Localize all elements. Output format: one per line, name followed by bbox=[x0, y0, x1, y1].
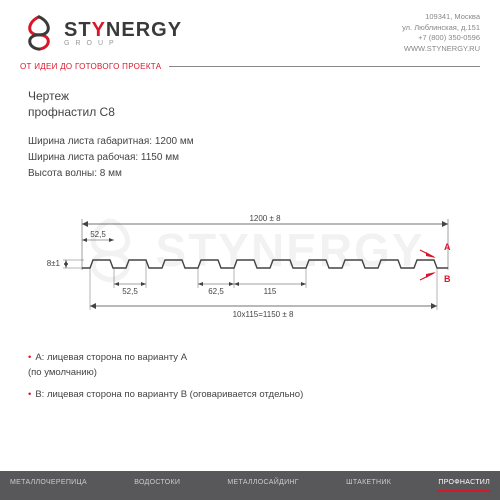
dim-top: 1200 ± 8 bbox=[249, 214, 281, 223]
footer-item-1[interactable]: ВОДОСТОКИ bbox=[134, 479, 180, 492]
contact-address: ул. Люблинская, д.151 bbox=[402, 23, 480, 34]
contact-block: 109341, Москва ул. Люблинская, д.151 +7 … bbox=[402, 12, 480, 54]
horizontal-rule bbox=[169, 66, 480, 67]
footer-item-3[interactable]: ШТАКЕТНИК bbox=[346, 479, 391, 492]
notes: •A: лицевая сторона по варианту A (по ум… bbox=[28, 350, 472, 402]
dim-62: 62,5 bbox=[208, 287, 224, 296]
footer-item-0[interactable]: МЕТАЛЛОЧЕРЕПИЦА bbox=[10, 479, 87, 492]
divider: ОТ ИДЕИ ДО ГОТОВОГО ПРОЕКТА bbox=[0, 62, 500, 71]
footer-item-2[interactable]: МЕТАЛЛОСАЙДИНГ bbox=[227, 479, 298, 492]
note-b: •B: лицевая сторона по варианту B (огова… bbox=[28, 387, 472, 402]
contact-phone: +7 (800) 350-0596 bbox=[402, 33, 480, 44]
footer-item-4[interactable]: ПРОФНАСТИЛ bbox=[438, 479, 490, 492]
contact-url: WWW.STYNERGY.RU bbox=[402, 44, 480, 55]
note-a2: (по умолчанию) bbox=[28, 365, 472, 380]
dim-bottom: 10x115=1150 ± 8 bbox=[233, 310, 294, 319]
dim-52-top: 52,5 bbox=[90, 230, 106, 239]
title-line2: профнастил С8 bbox=[28, 105, 472, 121]
swirl-icon bbox=[20, 14, 58, 52]
label-b: B bbox=[444, 274, 451, 284]
dim-52-bot: 52,5 bbox=[122, 287, 138, 296]
spec-list: Ширина листа габаритная: 1200 мм Ширина … bbox=[28, 134, 472, 182]
spec-width-overall: Ширина листа габаритная: 1200 мм bbox=[28, 134, 472, 150]
spec-wave-height: Высота волны: 8 мм bbox=[28, 166, 472, 182]
logo: STYNERGY GROUP bbox=[20, 12, 182, 54]
contact-city: 109341, Москва bbox=[402, 12, 480, 23]
header: STYNERGY GROUP 109341, Москва ул. Люблин… bbox=[0, 0, 500, 60]
dim-height: 8±1 bbox=[47, 259, 61, 268]
brand-name: STYNERGY bbox=[64, 19, 182, 42]
spec-width-working: Ширина листа рабочая: 1150 мм bbox=[28, 150, 472, 166]
drawing-title: Чертеж профнастил С8 bbox=[28, 89, 472, 120]
profile-path bbox=[82, 260, 448, 268]
note-a: •A: лицевая сторона по варианту A bbox=[28, 350, 472, 365]
profile-drawing: 1200 ± 8 52,5 8±1 52,5 62,5 bbox=[28, 210, 472, 320]
brand-group: GROUP bbox=[64, 40, 182, 47]
title-line1: Чертеж bbox=[28, 89, 472, 105]
dim-115: 115 bbox=[264, 287, 277, 296]
tagline: ОТ ИДЕИ ДО ГОТОВОГО ПРОЕКТА bbox=[20, 62, 161, 71]
footer-nav: МЕТАЛЛОЧЕРЕПИЦА ВОДОСТОКИ МЕТАЛЛОСАЙДИНГ ШТ… bbox=[0, 471, 500, 500]
label-a: A bbox=[444, 242, 451, 252]
